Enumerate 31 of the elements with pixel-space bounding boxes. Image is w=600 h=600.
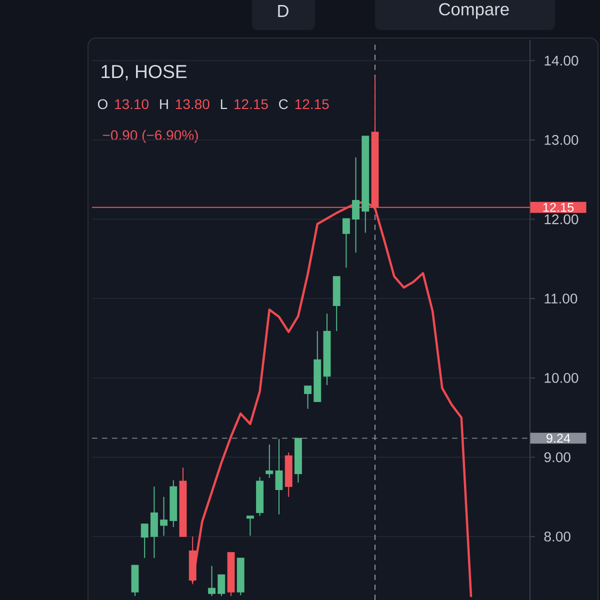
y-tick-label: 11.00 [544,294,578,304]
text: D [278,5,288,17]
candlestick [342,218,350,268]
candlestick [208,565,216,597]
candlestick [218,574,226,597]
candlestick [266,444,274,478]
y-tick-label: 10.00 [544,372,578,383]
annotation: L [220,99,228,110]
annotation: 12.15 [295,99,329,110]
y-tick-label: 14.00 [544,56,578,66]
ref-line-label: 9.24 [546,434,570,443]
candlestick [140,523,148,558]
text: Compare [439,3,509,19]
candlestick [352,156,360,254]
text: 1D, HOSE [102,64,187,80]
y-tick-label: 12.00 [544,214,578,224]
annotation: 13.80 [176,99,210,110]
ref-line-label: 12.15 [543,202,574,212]
text: O [98,99,108,110]
candlestick [304,385,312,410]
annotation: C [279,99,288,110]
annotation: 13.10 [115,99,149,110]
candlestick [246,515,254,536]
candlestick [160,496,168,536]
y-tick-label: 9.00 [544,452,570,462]
y-tick-label: 13.00 [544,135,578,145]
annotation: 12.15 [234,99,268,110]
candlestick [275,438,283,515]
candlestick [150,486,158,558]
y-tick-label: 8.00 [544,532,570,542]
annotation: H [160,99,168,110]
